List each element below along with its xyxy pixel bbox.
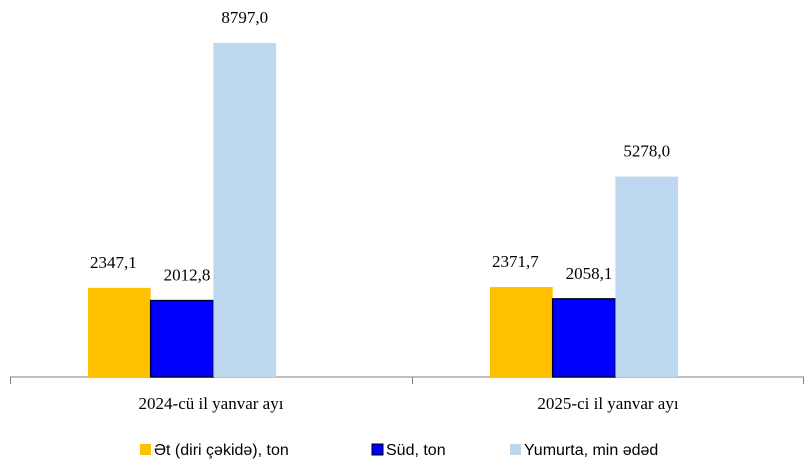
data-label: 8797,0: [221, 8, 268, 27]
legend-swatch: [371, 443, 384, 456]
legend-label: Ət (diri çəkidə), ton: [154, 442, 289, 459]
bar: [615, 176, 679, 377]
data-label: 2012,8: [164, 265, 211, 284]
data-label: 2058,1: [566, 264, 613, 283]
data-label: 2347,1: [90, 253, 137, 272]
legend-label: Süd, ton: [386, 442, 446, 459]
bar: [213, 43, 277, 377]
x-tick-label: 2025-ci il yanvar ayı: [537, 394, 678, 413]
legend-swatch: [140, 444, 151, 455]
data-label: 2371,7: [492, 252, 539, 271]
bar: [88, 287, 151, 377]
legend-label: Yumurta, min ədəd: [524, 442, 658, 459]
bar: [149, 299, 215, 378]
x-tick-label: 2024-cü il yanvar ayı: [139, 394, 284, 413]
legend-swatch: [510, 444, 521, 455]
bar: [551, 298, 617, 378]
data-label: 5278,0: [623, 142, 670, 161]
bar: [490, 286, 553, 377]
